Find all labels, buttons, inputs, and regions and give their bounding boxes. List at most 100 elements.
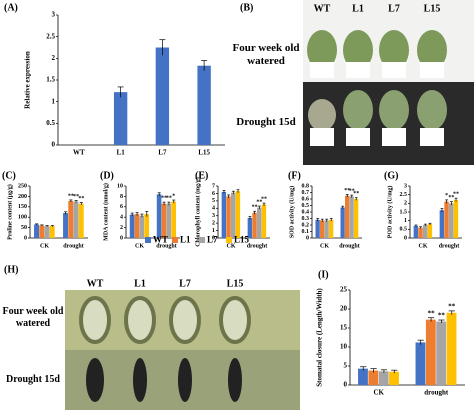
y-tick-label: 1	[212, 228, 215, 234]
y-tick-label: 3	[52, 11, 56, 19]
x-tick-label: drought	[247, 243, 268, 249]
legend-label: WT	[153, 235, 168, 245]
significance: **	[344, 188, 350, 194]
bar	[144, 214, 149, 238]
y-tick-label: 0.5	[400, 227, 408, 233]
bar	[139, 215, 145, 238]
y-tick-label: 0	[24, 235, 27, 241]
photo-row-label: Drought 15d	[236, 116, 296, 128]
y-tick-label: 0	[306, 235, 309, 241]
x-tick-label: CK	[40, 243, 49, 249]
significance: **	[68, 193, 74, 199]
significance: **	[349, 188, 355, 194]
significance: **	[453, 192, 459, 198]
significance: **	[161, 195, 167, 201]
y-tick-label: 0.7	[302, 190, 310, 196]
legend-label: L7	[207, 235, 218, 245]
panel-label: (B)	[240, 2, 253, 13]
bar	[261, 204, 267, 238]
x-tick-label: CK	[320, 243, 329, 249]
panel-label: (I)	[318, 269, 329, 280]
bar	[247, 217, 253, 238]
y-tick-label: 6	[212, 191, 215, 197]
y-tick-label: 0.3	[302, 216, 310, 222]
bar	[349, 196, 354, 238]
legend-swatch	[145, 237, 151, 243]
bar	[446, 312, 457, 385]
legend-swatch	[226, 237, 232, 243]
y-tick-label: 4	[120, 215, 123, 221]
x-tick-label: L7	[158, 149, 167, 157]
y-tick-label: 1	[52, 97, 56, 105]
bar	[413, 225, 419, 238]
y-tick-label: 0.2	[302, 222, 310, 228]
photo-column-label: L15	[424, 3, 441, 14]
significance: **	[438, 312, 446, 320]
panel-label: (G)	[384, 170, 398, 181]
y-tick-label: 0	[52, 141, 56, 149]
photo-column-label: L7	[179, 278, 191, 289]
x-tick-label: drought	[339, 243, 360, 249]
photo-column-label: L15	[227, 278, 244, 289]
bar	[235, 191, 241, 238]
significance: **	[261, 196, 267, 202]
bar	[444, 201, 449, 238]
bar	[345, 195, 350, 238]
bar	[166, 203, 172, 238]
bar	[378, 371, 389, 385]
y-tick-label: 1.5	[46, 76, 55, 84]
bar	[340, 207, 345, 238]
photo-column-label: L1	[134, 278, 146, 289]
photo-column-label: WT	[87, 278, 104, 289]
bar	[368, 370, 379, 385]
bar	[436, 321, 447, 385]
y-tick-label: 25	[340, 286, 348, 294]
photo-column-label: WT	[314, 3, 331, 14]
legend-swatch	[199, 237, 205, 243]
bar	[453, 199, 459, 238]
significance: **	[73, 194, 79, 200]
significance: *	[445, 193, 448, 199]
y-tick-label: 3	[212, 213, 215, 219]
y-tick-label: 2	[212, 221, 215, 227]
y-tick-label: 7	[212, 183, 215, 189]
bar	[129, 214, 135, 238]
bar	[49, 226, 55, 238]
y-axis-label: SOD activity (U/mg)	[288, 186, 295, 238]
bar	[231, 192, 236, 238]
bar	[389, 371, 399, 385]
bar	[171, 201, 176, 238]
x-tick-label: CK	[374, 389, 385, 397]
y-tick-label: 0	[344, 381, 348, 389]
legend-swatch	[172, 237, 178, 243]
legend-label: L1	[180, 235, 191, 245]
x-tick-label: drought	[63, 243, 84, 249]
y-tick-label: 150	[18, 204, 27, 210]
panel-label: (C)	[2, 170, 16, 181]
y-tick-label: 2	[52, 54, 56, 62]
significance: **	[353, 191, 359, 197]
bar	[134, 214, 140, 238]
bar	[197, 65, 211, 145]
bar	[315, 219, 320, 238]
bar	[221, 191, 227, 238]
y-tick-label: 1.5	[400, 209, 408, 215]
bar	[44, 226, 50, 238]
y-tick-label: 100	[18, 215, 27, 221]
x-tick-label: CK	[227, 243, 236, 249]
y-tick-label: 6	[120, 204, 123, 210]
bar	[39, 225, 45, 238]
bar	[78, 203, 84, 238]
photo-row-label: Four week old watered	[232, 42, 300, 67]
y-tick-label: 0	[120, 235, 123, 241]
y-tick-label: 0	[404, 235, 407, 241]
panel-label: (D)	[100, 170, 114, 181]
y-tick-label: 0.4	[302, 209, 310, 215]
y-tick-label: 2.5	[46, 32, 55, 40]
x-tick-label: L1	[117, 149, 126, 157]
photo-b-plants	[307, 30, 447, 146]
y-tick-label: 8	[120, 194, 123, 200]
significance: **	[252, 205, 258, 211]
bar	[418, 227, 423, 238]
